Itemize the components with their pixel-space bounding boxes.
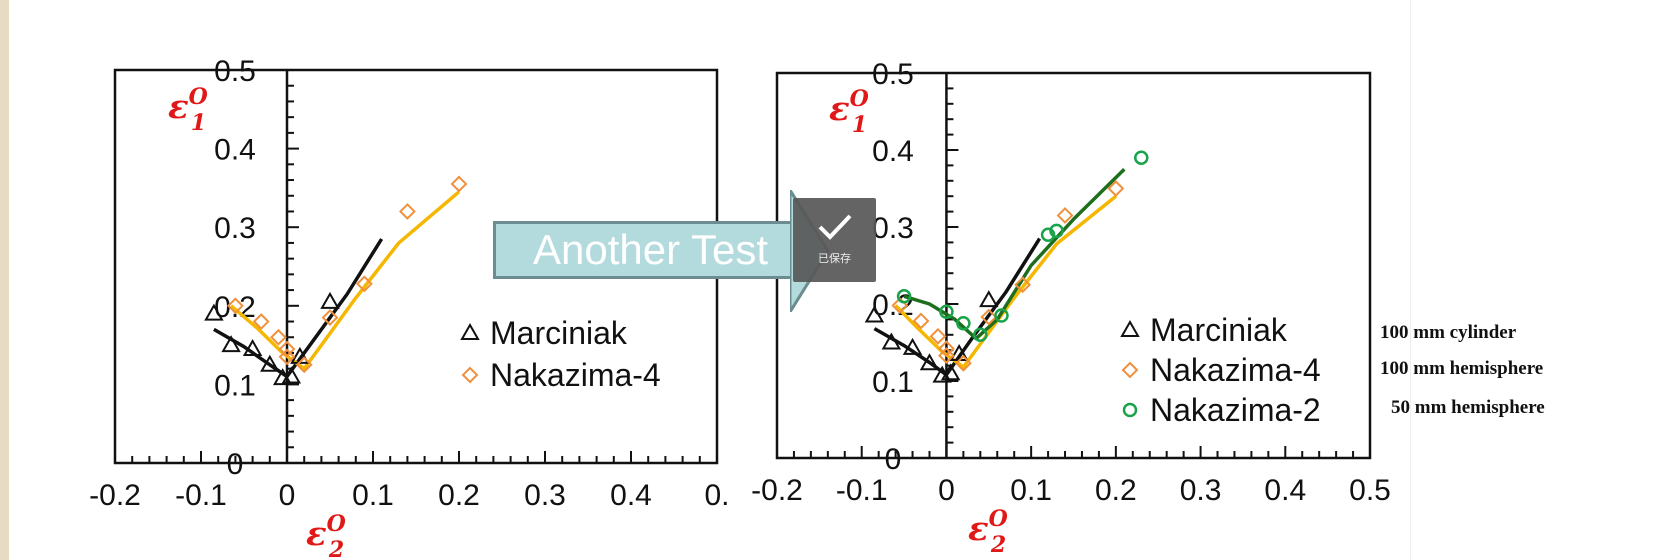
data-point-nakazima-4: [450, 175, 468, 193]
data-point-marciniak: [221, 335, 241, 353]
data-point-nakazima-4: [295, 356, 313, 374]
data-point-nakazima-2: [973, 327, 988, 343]
checkmark-icon: [818, 214, 852, 240]
data-point-marciniak: [919, 353, 940, 371]
chart-right: -0.2 -0.1 0 0.1 0.2 0.3 0.4 0.500.10.20.30.40.5…: [751, 58, 1391, 558]
data-point-nakazima-4: [938, 347, 955, 365]
data-point-nakazima-4: [954, 354, 972, 372]
legend-marker-marciniak: [1120, 319, 1140, 337]
data-point-nakazima-4: [1056, 207, 1074, 224]
x-tick-label: 0.2: [438, 479, 480, 512]
data-point-nakazima-2: [1040, 227, 1056, 242]
data-point-nakazima-4: [269, 328, 287, 346]
data-point-nakazima-2: [994, 308, 1009, 323]
y-tick-label: 0.3: [214, 212, 256, 245]
x-tick-label: 0.3: [524, 479, 566, 512]
data-point-marciniak: [320, 291, 340, 309]
x-tick-label: 0.4: [1264, 474, 1306, 507]
saved-label: 已保存: [818, 252, 851, 265]
data-point-nakazima-2: [939, 304, 954, 319]
data-point-nakazima-4: [278, 340, 296, 358]
data-point-nakazima-2: [956, 316, 971, 331]
y-tick-label: 0.1: [872, 366, 914, 399]
data-point-nakazima-4: [355, 275, 373, 293]
data-point-nakazima-4: [980, 308, 998, 326]
data-point-nakazima-4: [938, 340, 955, 358]
x-tick-label: 0: [938, 474, 955, 507]
x-tick-label: 0.5: [1349, 474, 1391, 507]
data-point-marciniak: [204, 303, 224, 321]
data-point-nakazima-4: [321, 309, 339, 327]
side-label-cylinder: 100 mm cylinder: [1380, 322, 1517, 343]
fit-line-nakazima-4: [894, 194, 1117, 369]
x-tick-label: 0.4: [610, 479, 652, 512]
data-point-nakazima-4: [252, 313, 270, 330]
page-left-border: [0, 0, 9, 560]
y-tick-label: 0: [227, 448, 244, 481]
y-tick-label: 0.1: [214, 369, 256, 402]
fit-line-marciniak: [285, 238, 384, 378]
data-point-marciniak: [940, 363, 961, 381]
chart-left: -0.2 -0.1 0 0.1 0.2 0.3 0.4 0.00.10.20.30.40.5ε…: [89, 55, 729, 560]
data-point-marciniak: [979, 290, 999, 308]
x-tick-label: -0.1: [836, 474, 888, 507]
legend-marker-nakazima-2: [1122, 402, 1138, 418]
x-tick-label: 0: [279, 479, 296, 512]
side-label-hemisphere-50: 50 mm hemisphere: [1391, 397, 1545, 418]
y-tick-label: 0.4: [214, 134, 256, 167]
fit-line-nakazima-2: [903, 168, 1126, 341]
legend-marker-nakazima-4: [461, 366, 479, 384]
legend-label: Marciniak: [490, 315, 628, 351]
data-point-nakazima-4: [278, 348, 296, 366]
fit-line-marciniak: [944, 237, 1042, 376]
data-point-nakazima-4: [1107, 180, 1125, 197]
fit-line-nakazima-4: [229, 190, 461, 371]
page-right-divider: [1410, 0, 1411, 560]
x-tick-label: -0.2: [89, 479, 141, 512]
x-axis-label: εO 2: [968, 506, 1008, 558]
x-tick-label: 0.: [704, 479, 729, 512]
y-tick-label: 0.3: [872, 212, 914, 245]
y-tick-label: 0.5: [214, 55, 256, 88]
data-point-marciniak: [242, 339, 263, 357]
data-point-nakazima-4: [398, 203, 416, 220]
x-tick-label: -0.1: [175, 479, 227, 512]
data-point-marciniak: [902, 337, 923, 355]
data-point-nakazima-2: [1134, 150, 1149, 165]
data-point-nakazima-4: [226, 297, 244, 315]
y-tick-label: 0.5: [872, 58, 914, 91]
data-point-marciniak: [281, 366, 302, 384]
y-axis-label: εO 1: [168, 84, 208, 136]
x-tick-label: 0.3: [1180, 474, 1222, 507]
x-tick-label: 0.1: [1010, 474, 1052, 507]
data-point-marciniak: [864, 305, 885, 323]
x-axis-label: εO 2: [306, 511, 346, 560]
data-point-nakazima-2: [1049, 223, 1064, 239]
data-point-nakazima-4: [1014, 276, 1032, 294]
legend-label: Marciniak: [1150, 312, 1288, 348]
data-point-marciniak: [260, 354, 280, 372]
side-label-hemisphere-100: 100 mm hemisphere: [1380, 358, 1544, 379]
banner-text: Another Test: [533, 226, 769, 273]
saved-badge: 已保存: [793, 198, 876, 282]
data-point-marciniak: [881, 332, 902, 350]
x-tick-label: 0.2: [1095, 474, 1137, 507]
legend-label: Nakazima-2: [1150, 392, 1321, 428]
y-axis-label: εO 1: [829, 86, 869, 138]
legend-marker-nakazima-4: [1121, 361, 1139, 379]
x-tick-label: -0.2: [751, 474, 803, 507]
y-tick-label: 0: [885, 443, 902, 476]
y-tick-label: 0.4: [872, 135, 914, 168]
data-point-nakazima-2: [896, 289, 912, 304]
x-tick-label: 0.1: [352, 479, 394, 512]
data-point-nakazima-4: [929, 327, 947, 345]
legend-marker-marciniak: [460, 322, 480, 340]
legend-label: Nakazima-4: [1150, 352, 1321, 388]
legend-label: Nakazima-4: [490, 357, 661, 393]
data-point-nakazima-4: [912, 312, 930, 330]
